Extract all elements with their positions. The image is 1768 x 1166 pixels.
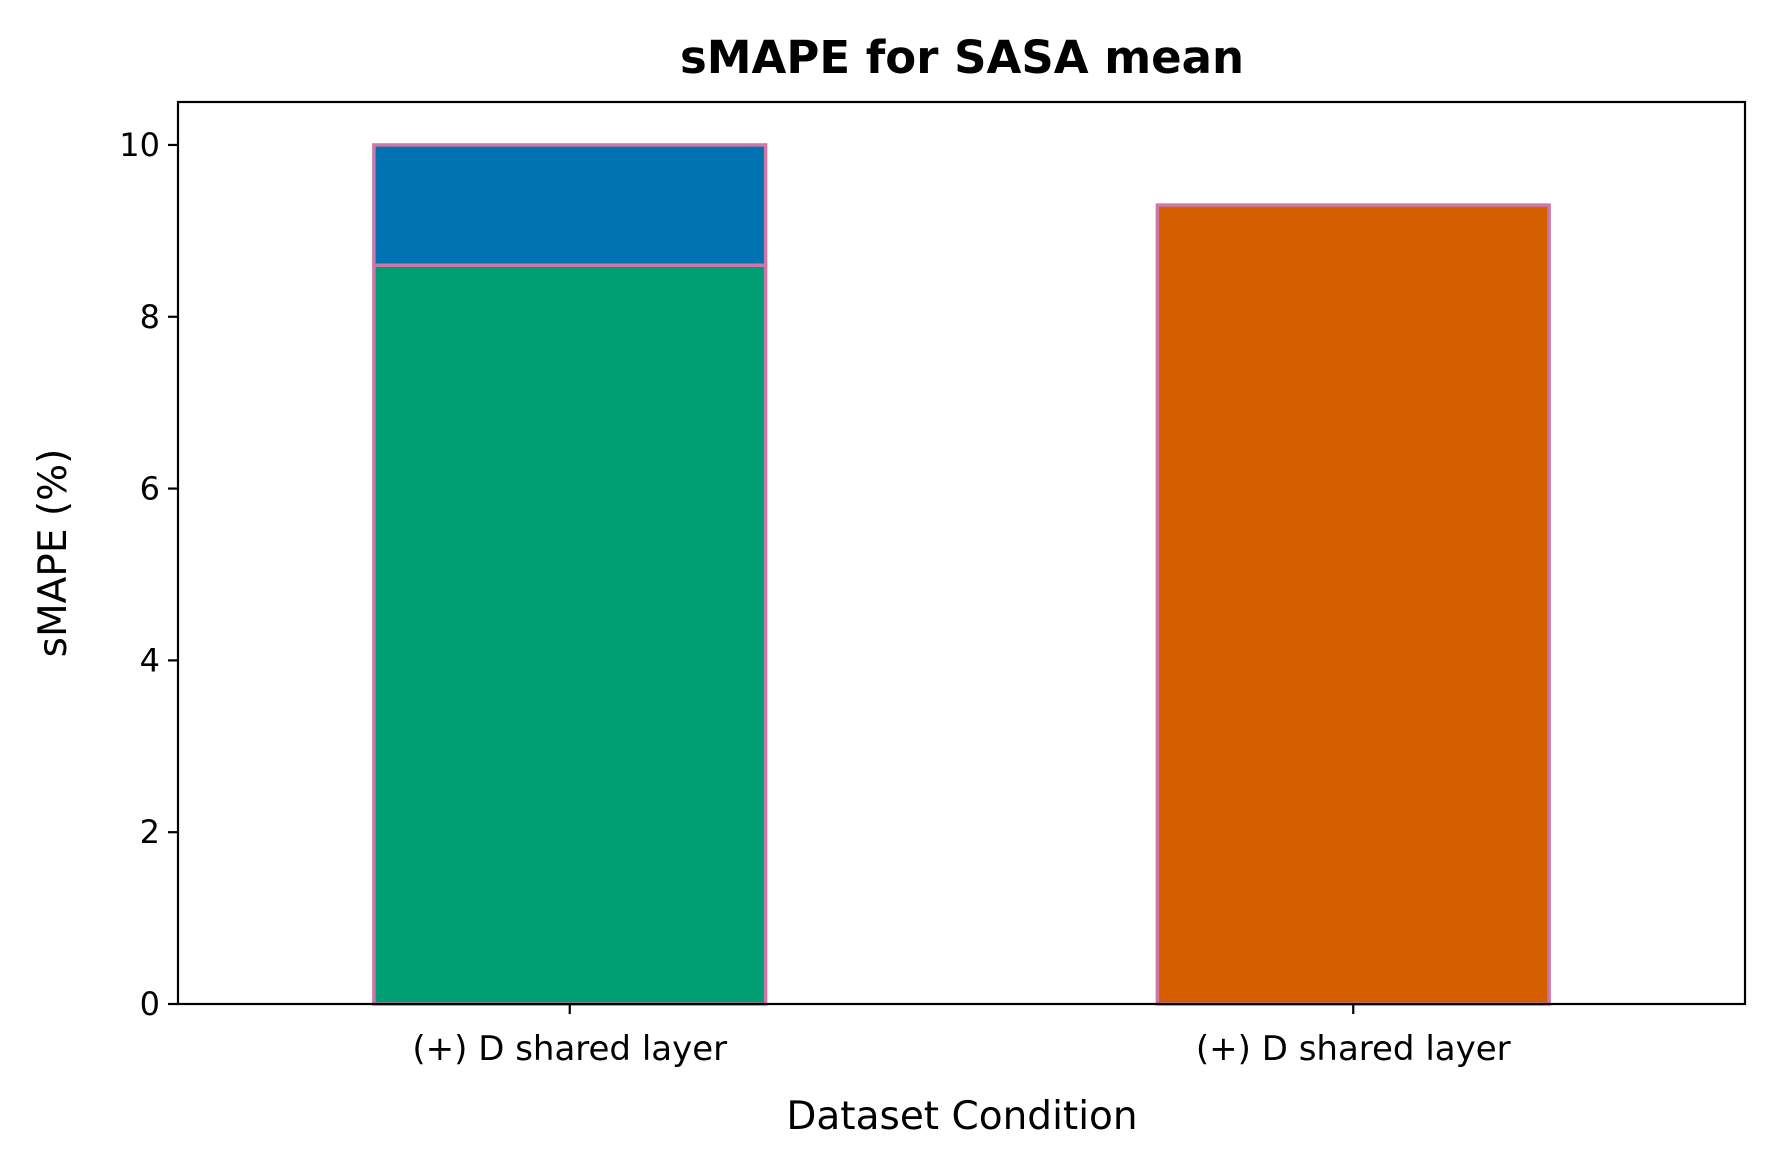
y-tick-label: 6 <box>140 470 160 508</box>
y-tick-label: 2 <box>140 813 160 851</box>
y-tick-label: 10 <box>119 126 160 164</box>
y-tick-label: 0 <box>140 985 160 1023</box>
plot-frame <box>176 100 1747 1006</box>
bar-1-segment-2 <box>372 143 768 267</box>
bar-1-segment-1 <box>372 263 768 1006</box>
x-tick-label: (+) D shared layer <box>412 1029 727 1069</box>
x-axis: (+) D shared layer (+) D shared layer <box>412 1004 1511 1069</box>
chart-title: sMAPE for SASA mean <box>680 31 1244 84</box>
bar-2-segment-1 <box>1155 203 1551 1006</box>
y-axis: 0 2 4 6 8 10 <box>119 126 178 1023</box>
y-tick-label: 4 <box>140 641 160 679</box>
y-axis-label: sMAPE (%) <box>31 449 76 658</box>
bars-layer <box>372 143 1551 1006</box>
x-axis-label: Dataset Condition <box>786 1094 1137 1139</box>
x-tick-label: (+) D shared layer <box>1196 1029 1511 1069</box>
y-tick-label: 8 <box>140 298 160 336</box>
